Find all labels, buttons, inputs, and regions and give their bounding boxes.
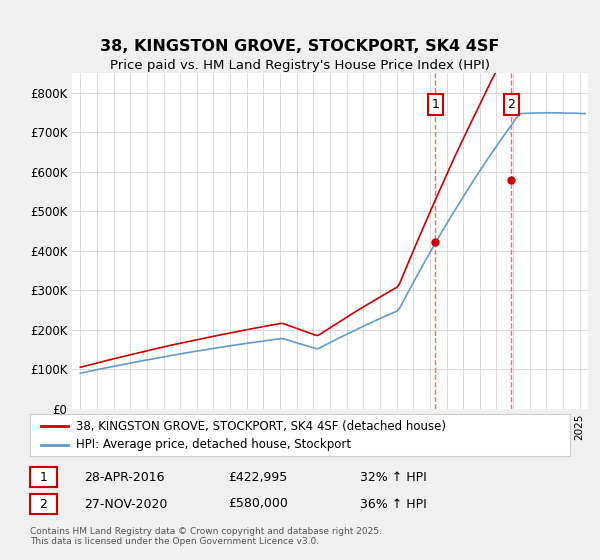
Text: 1: 1	[40, 470, 47, 484]
Text: 36% ↑ HPI: 36% ↑ HPI	[360, 497, 427, 511]
Text: 32% ↑ HPI: 32% ↑ HPI	[360, 470, 427, 484]
Text: £580,000: £580,000	[228, 497, 288, 511]
Text: £422,995: £422,995	[228, 470, 287, 484]
Text: 1: 1	[431, 98, 439, 111]
Text: HPI: Average price, detached house, Stockport: HPI: Average price, detached house, Stoc…	[76, 438, 351, 451]
Text: 27-NOV-2020: 27-NOV-2020	[84, 497, 167, 511]
Text: 2: 2	[40, 497, 47, 511]
Text: 38, KINGSTON GROVE, STOCKPORT, SK4 4SF (detached house): 38, KINGSTON GROVE, STOCKPORT, SK4 4SF (…	[76, 419, 446, 433]
Text: 28-APR-2016: 28-APR-2016	[84, 470, 164, 484]
Text: Contains HM Land Registry data © Crown copyright and database right 2025.
This d: Contains HM Land Registry data © Crown c…	[30, 526, 382, 546]
Text: 38, KINGSTON GROVE, STOCKPORT, SK4 4SF: 38, KINGSTON GROVE, STOCKPORT, SK4 4SF	[100, 39, 500, 54]
Text: 2: 2	[508, 98, 515, 111]
Text: Price paid vs. HM Land Registry's House Price Index (HPI): Price paid vs. HM Land Registry's House …	[110, 59, 490, 72]
